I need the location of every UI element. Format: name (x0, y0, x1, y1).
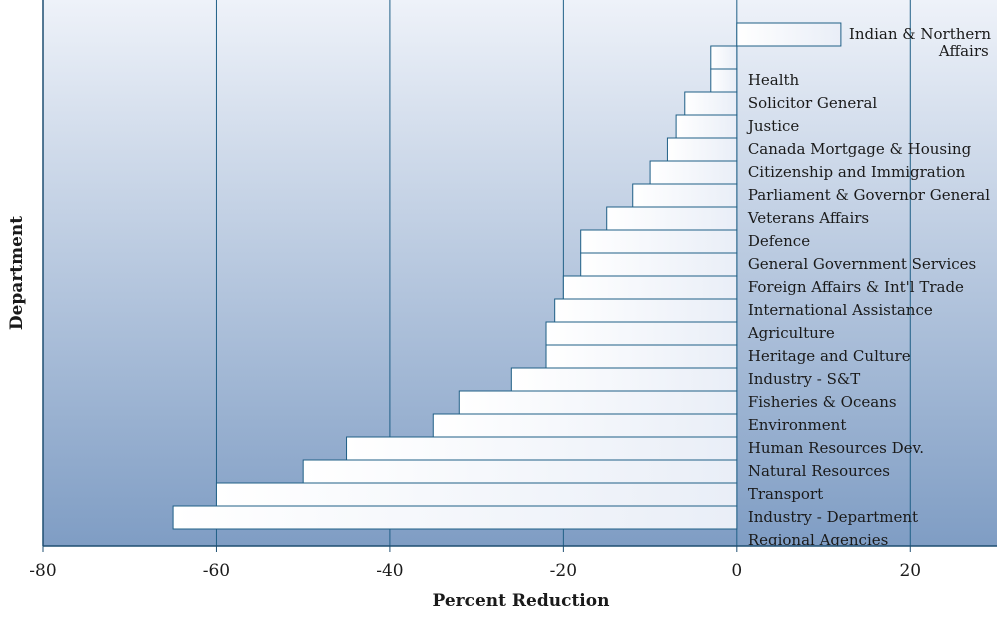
x-tick-label: -20 (550, 561, 577, 581)
x-tick-label: -80 (29, 561, 56, 581)
category-label: Natural Resources (748, 462, 890, 480)
bar (346, 436, 738, 461)
category-label: Industry - S&T (748, 370, 860, 388)
bar (215, 482, 738, 507)
y-axis-title: Department (7, 216, 27, 330)
bar (545, 344, 738, 369)
category-label: Transport (748, 485, 823, 503)
bar (632, 183, 738, 208)
bar (562, 275, 738, 300)
x-tick-label: 0 (731, 561, 742, 581)
category-label: Fisheries & Oceans (748, 393, 897, 411)
bar (710, 45, 738, 70)
category-label: Agriculture (747, 324, 835, 342)
category-label: Human Resources Dev. (748, 439, 924, 457)
bar (580, 252, 738, 277)
bar (545, 321, 738, 346)
bar (580, 229, 738, 254)
bar (554, 298, 738, 323)
bar (458, 390, 738, 415)
bar (606, 206, 738, 231)
category-label: Industry - Department (748, 508, 918, 526)
x-tick-label: -60 (203, 561, 230, 581)
category-label: Environment (748, 416, 847, 434)
bar (649, 160, 738, 185)
category-label: Heritage and Culture (748, 347, 911, 365)
category-label: Solicitor General (748, 94, 878, 112)
category-label: Indian & Northern Affairs (849, 25, 992, 60)
category-label: Justice (746, 117, 800, 135)
bar (710, 68, 738, 93)
bars (172, 22, 842, 530)
category-label: Parliament & Governor General (748, 186, 990, 204)
x-axis: -80 -60 -40 -20 0 20 (29, 0, 997, 581)
category-label: Foreign Affairs & Int'l Trade (748, 278, 964, 296)
category-label: Canada Mortgage & Housing (748, 140, 972, 158)
bar (302, 459, 738, 484)
bar (510, 367, 738, 392)
bar (666, 137, 738, 162)
bar (172, 505, 738, 530)
category-label: International Assistance (748, 301, 933, 319)
category-label: Regional Agencies (748, 531, 889, 549)
category-label: General Government Services (748, 255, 976, 273)
bar (432, 413, 738, 438)
x-tick-label: -40 (376, 561, 403, 581)
bar (684, 91, 738, 116)
x-axis-title: Percent Reduction (433, 591, 610, 611)
category-label: Veterans Affairs (747, 209, 869, 227)
category-label: Health (748, 71, 800, 89)
bar (675, 114, 738, 139)
x-tick-label: 20 (899, 561, 921, 581)
category-label: Defence (748, 232, 810, 250)
category-label: Citizenship and Immigration (748, 163, 966, 181)
category-labels: Indian & Northern Affairs Health Solicitor … (746, 25, 992, 549)
bar (736, 22, 842, 47)
